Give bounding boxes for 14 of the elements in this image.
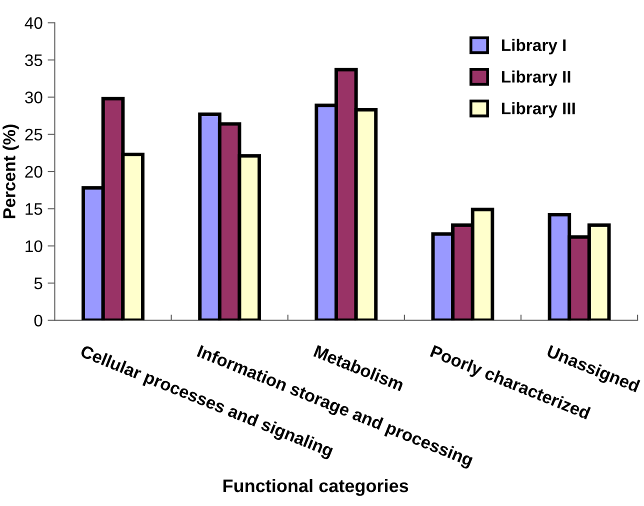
y-tick-label: 5 [34,278,42,290]
legend-label: Library II [502,70,570,86]
y-axis-title: Percent (%) [2,124,19,218]
y-tick-label: 20 [25,166,42,178]
y-tick-label: 10 [26,240,42,252]
y-tick-label: 25 [25,128,42,141]
y-tick-label: 35 [25,54,42,66]
y-tick-label: 15 [26,203,42,215]
y-tick-label: 40 [24,17,42,29]
x-axis-title: Functional categories [223,478,408,496]
y-tick-label: 30 [25,92,42,104]
y-tick-label: 0 [34,314,42,326]
legend-label: Library III [502,102,575,118]
legend-label: Library I [502,38,566,54]
